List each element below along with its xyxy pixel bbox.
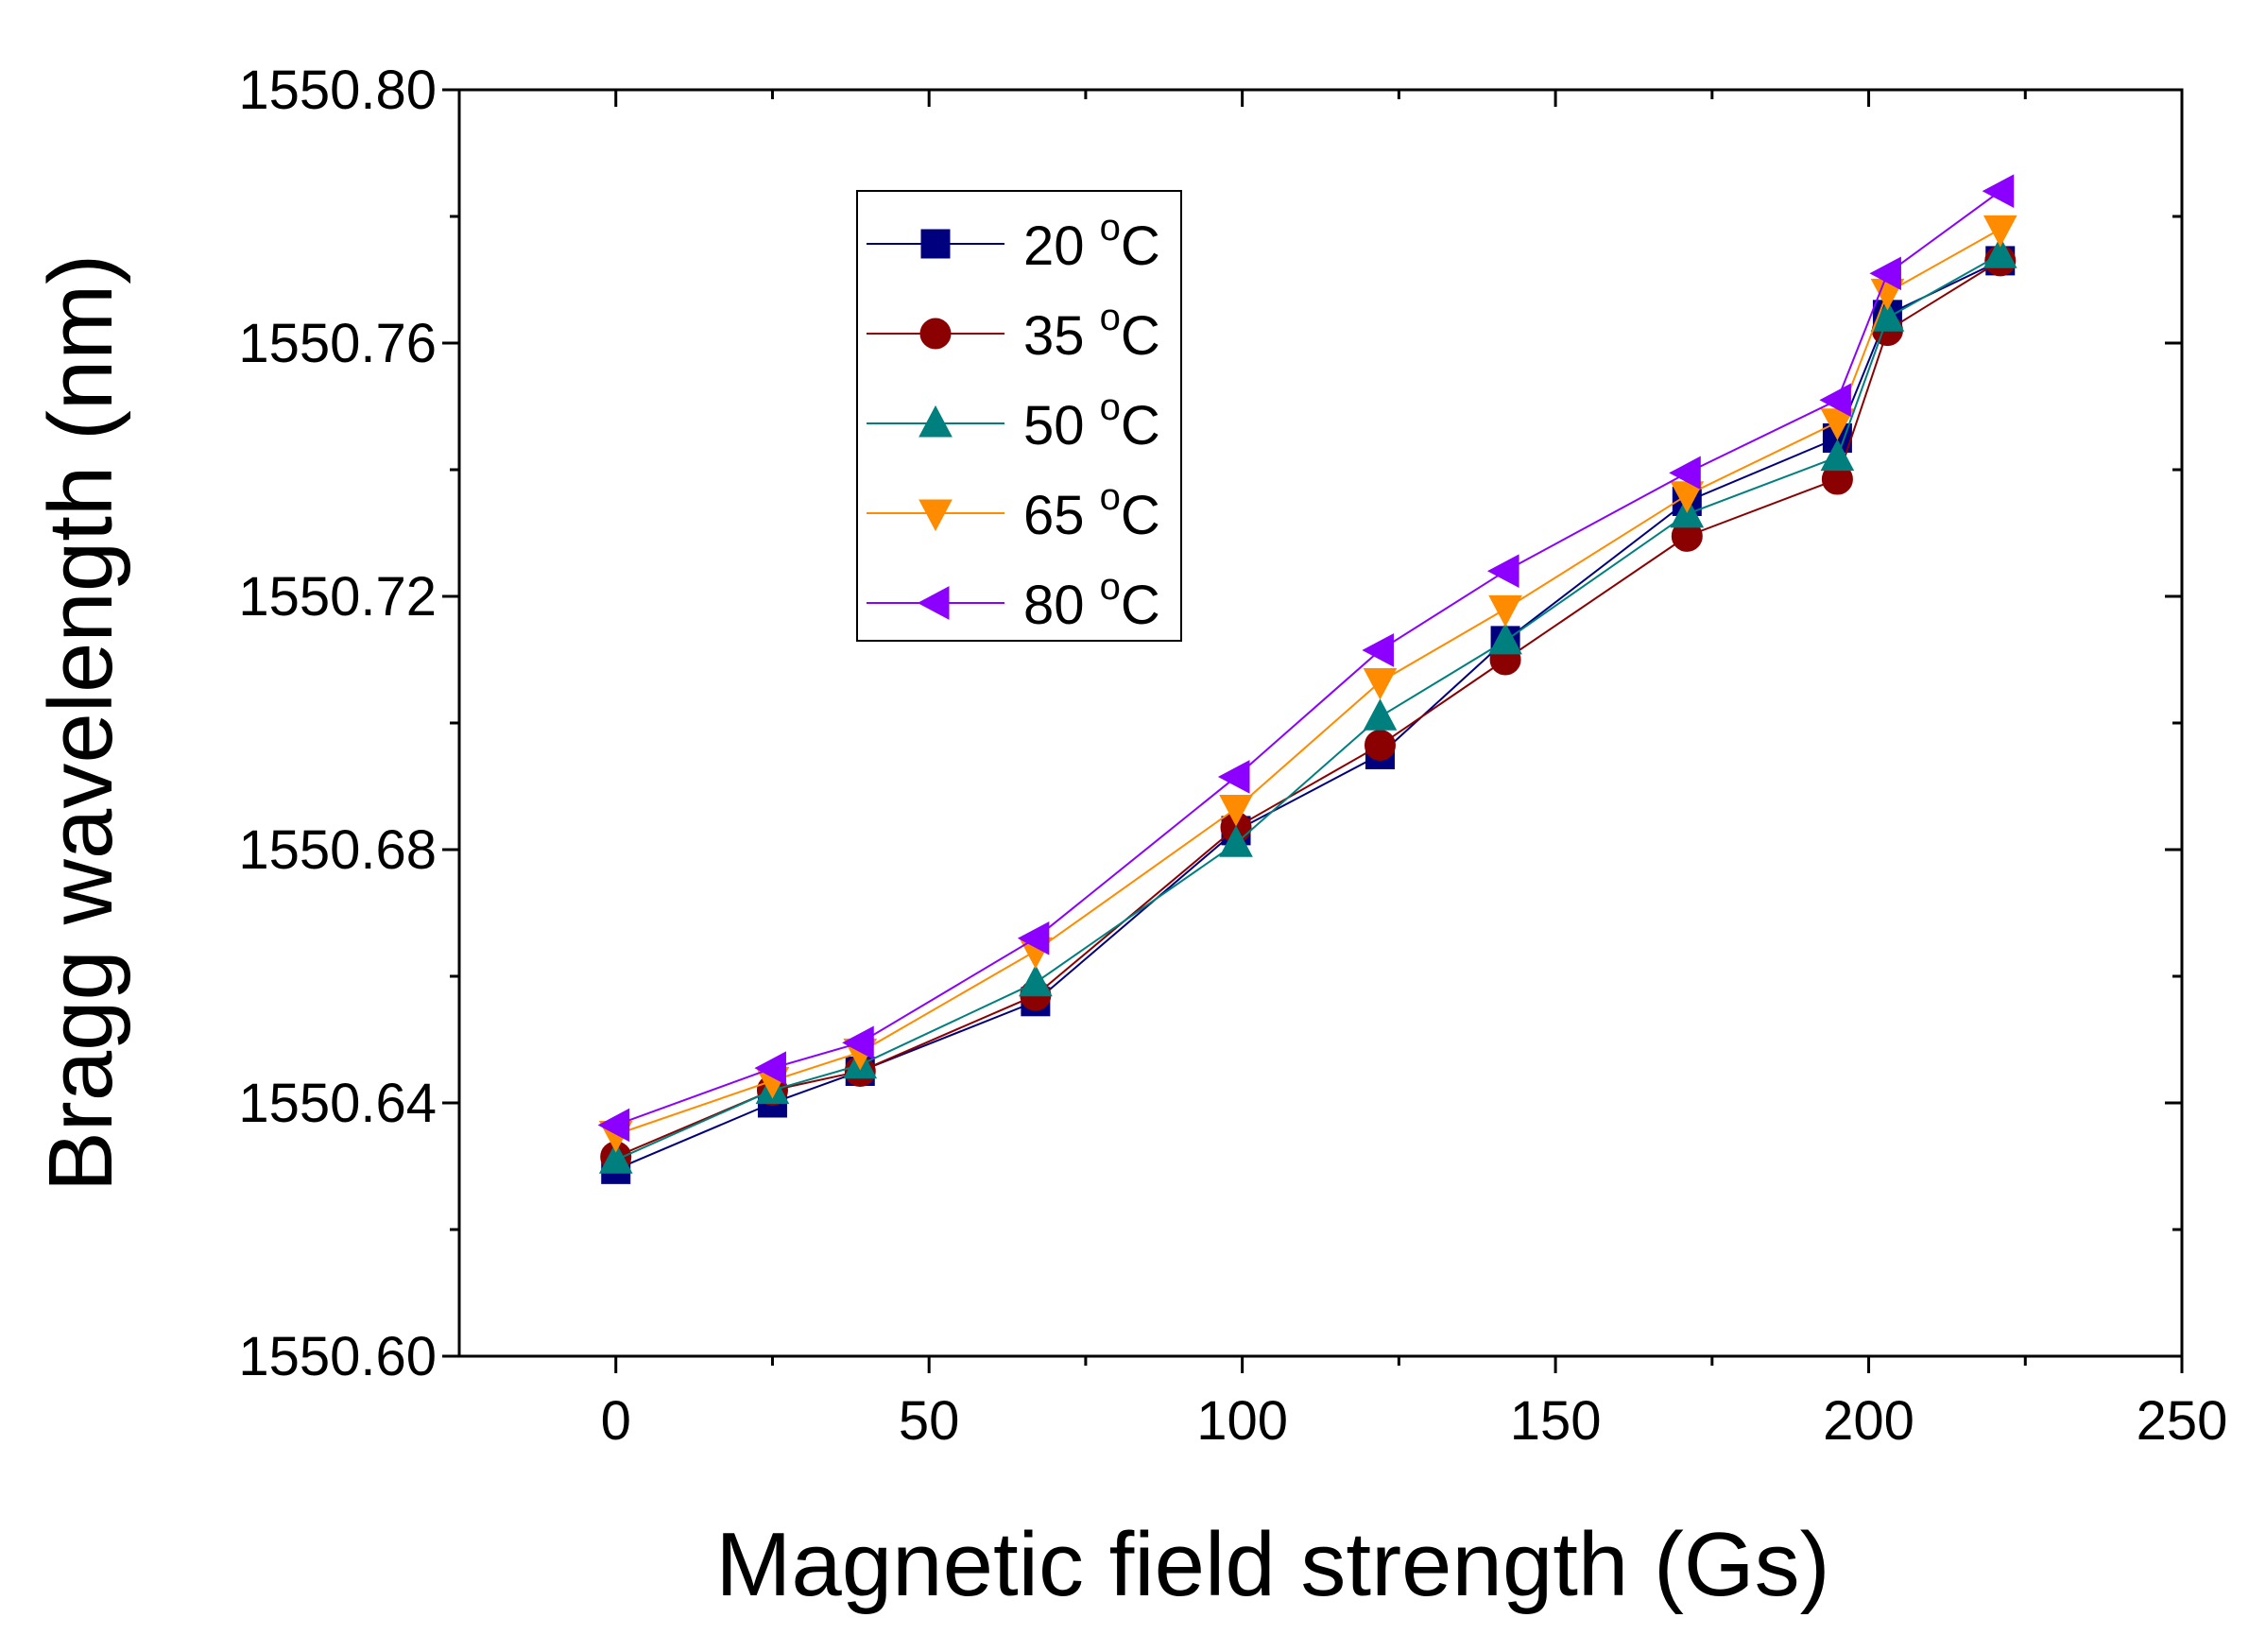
series-line	[615, 228, 2001, 1136]
series-0	[601, 246, 2016, 1184]
data-point	[1669, 456, 1701, 490]
legend-marker	[919, 318, 952, 350]
data-point	[1983, 236, 2017, 268]
series-layer	[597, 174, 2017, 1184]
legend-label-degree: o	[1100, 297, 1121, 338]
legend-entry: 50 oC	[867, 387, 1160, 456]
data-point	[1820, 439, 1855, 472]
legend-label: 50 oC	[1023, 387, 1160, 456]
legend-label-value: 20	[1023, 215, 1100, 277]
legend-entry: 20 oC	[867, 207, 1160, 277]
data-point	[1870, 300, 1905, 332]
y-tick-label: 1550.60	[238, 1326, 437, 1387]
legend-label-degree: o	[1100, 207, 1121, 249]
y-tick-label: 1550.72	[238, 566, 437, 628]
legend-label: 35 oC	[1023, 297, 1160, 367]
series-2	[598, 236, 2017, 1174]
data-point	[754, 1051, 786, 1085]
data-point	[597, 1108, 630, 1143]
data-point	[1219, 825, 1253, 857]
data-point	[1217, 760, 1250, 794]
data-point	[1488, 594, 1522, 628]
plot-frame	[457, 88, 2184, 1358]
data-point	[1363, 698, 1398, 731]
data-point	[1488, 622, 1522, 655]
legend-label-degree: o	[1100, 476, 1121, 518]
data-point	[1363, 667, 1398, 700]
legend-label-value: 80	[1023, 575, 1100, 636]
legend-frame	[856, 190, 1182, 642]
x-tick-label: 100	[1196, 1390, 1288, 1452]
y-axis: 1550.60 1550.64 1550.68 1550.72 1550.76 1550.…	[238, 60, 2182, 1387]
legend-label-unit: C	[1121, 395, 1160, 456]
legend-marker	[920, 229, 951, 259]
series-line	[615, 190, 2001, 1127]
x-tick-label: 200	[1823, 1390, 1914, 1452]
y-tick-label: 1550.64	[238, 1073, 437, 1134]
x-tick-label: 0	[601, 1390, 631, 1452]
legend-marker	[918, 404, 953, 438]
x-axis: 0 50 100 150 200 250	[601, 90, 2228, 1452]
legend-entry: 65 oC	[867, 476, 1160, 546]
legend-marker	[917, 586, 950, 620]
legend-label-unit: C	[1121, 485, 1160, 546]
legend-label-unit: C	[1121, 305, 1160, 367]
legend-marker	[918, 499, 953, 532]
x-tick-label: 150	[1510, 1390, 1602, 1452]
data-point	[1819, 383, 1851, 418]
legend-label-value: 65	[1023, 485, 1100, 546]
legend-label-unit: C	[1121, 215, 1160, 277]
data-point	[1486, 554, 1519, 589]
data-point	[1019, 964, 1053, 997]
data-point	[842, 1025, 874, 1060]
y-axis-title: Bragg wavelength (nm)	[30, 254, 131, 1192]
legend-label: 80 oC	[1023, 566, 1160, 636]
x-tick-label: 250	[2137, 1390, 2228, 1452]
legend-label-degree: o	[1100, 387, 1121, 428]
data-point	[1362, 633, 1394, 667]
data-point	[1219, 794, 1253, 827]
legend-entry: 35 oC	[867, 297, 1160, 367]
legend-label-value: 35	[1023, 305, 1100, 367]
y-tick-label: 1550.68	[238, 819, 437, 881]
data-point	[1982, 174, 2015, 209]
data-point	[1869, 256, 1901, 291]
legend-label-unit: C	[1121, 575, 1160, 636]
legend-label-value: 50	[1023, 395, 1100, 456]
legend-entry: 80 oC	[867, 566, 1160, 636]
data-point	[1983, 215, 2017, 248]
data-point	[1364, 729, 1396, 761]
series-3	[598, 215, 2017, 1153]
x-axis-title: Magnetic field strength (Gs)	[715, 1514, 1829, 1615]
y-tick-label: 1550.76	[238, 313, 437, 374]
series-4	[597, 174, 2015, 1143]
legend-label: 65 oC	[1023, 476, 1160, 546]
data-point	[1017, 921, 1050, 955]
series-line	[615, 260, 2001, 1158]
legend-label-degree: o	[1100, 566, 1121, 608]
data-point	[598, 1142, 633, 1174]
y-tick-label: 1550.80	[238, 60, 437, 121]
x-tick-label: 50	[899, 1390, 960, 1452]
series-1	[600, 245, 2017, 1173]
series-line	[615, 253, 2001, 1162]
legend-label: 20 oC	[1023, 207, 1160, 277]
series-line	[615, 259, 2001, 1171]
